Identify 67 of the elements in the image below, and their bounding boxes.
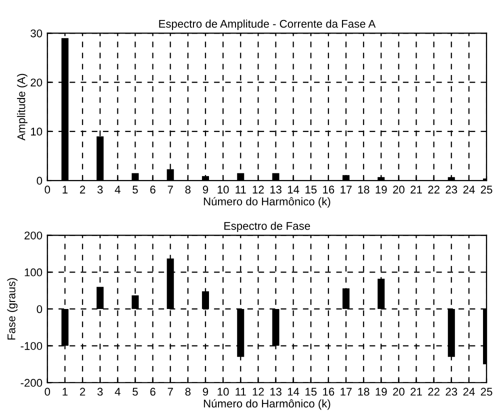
x-tick-label: 3 — [97, 388, 103, 396]
x-tick-label: 17 — [340, 388, 352, 396]
x-tick-label: 4 — [114, 186, 120, 194]
x-tick-label: 25 — [480, 186, 492, 194]
x-tick-label: 11 — [236, 388, 246, 396]
x-tick-label: 12 — [252, 388, 264, 396]
x-tick-label: 21 — [410, 186, 422, 194]
x-tick-label: 8 — [185, 388, 191, 396]
x-tick-label: 24 — [463, 186, 475, 194]
y-tick-label: -200 — [20, 378, 42, 387]
y-axis-title: Fase (graus) — [7, 278, 18, 340]
x-tick-label: 17 — [340, 186, 352, 194]
x-tick-label: 16 — [323, 388, 334, 396]
x-tick-label: 16 — [323, 186, 334, 194]
x-axis-title: Número do Harmônico (k) — [204, 399, 330, 410]
chart-title: Espectro de Amplitude - Corrente da Fase A — [159, 20, 376, 30]
x-tick-label: 7 — [168, 186, 173, 194]
x-tick-label: 4 — [114, 388, 120, 396]
x-tick-label: 6 — [150, 186, 156, 194]
x-tick-label: 6 — [150, 388, 156, 396]
x-tick-label: 22 — [428, 186, 440, 194]
x-tick-label: 19 — [376, 388, 387, 396]
x-tick-label: 13 — [270, 388, 282, 396]
x-tick-label: 1 — [62, 186, 68, 194]
chart-title: Espectro de Fase — [224, 222, 310, 232]
x-tick-label: 7 — [168, 388, 173, 396]
x-tick-label: 15 — [306, 388, 317, 396]
x-tick-label: 10 — [218, 388, 229, 396]
x-tick-label: 21 — [410, 388, 422, 396]
x-tick-label: 14 — [288, 388, 300, 396]
x-tick-label: 22 — [428, 388, 440, 396]
x-tick-label: 14 — [288, 186, 300, 194]
x-tick-label: 24 — [463, 388, 475, 396]
y-tick-label: 100 — [24, 268, 42, 276]
x-tick-label: 0 — [44, 186, 50, 194]
y-tick-label: -100 — [20, 342, 42, 350]
y-tick-label: 30 — [30, 29, 42, 38]
x-tick-label: 9 — [202, 186, 208, 194]
x-tick-label: 18 — [358, 186, 370, 194]
x-tick-label: 19 — [376, 186, 387, 194]
x-tick-label: 9 — [202, 388, 208, 396]
x-tick-label: 5 — [132, 388, 138, 396]
x-tick-label: 2 — [80, 186, 86, 194]
x-tick-label: 3 — [97, 186, 103, 194]
x-axis-title: Número do Harmônico (k) — [204, 197, 330, 208]
x-tick-label: 2 — [80, 388, 86, 396]
x-tick-label: 8 — [185, 186, 191, 194]
y-tick-label: 0 — [36, 305, 42, 314]
x-tick-label: 18 — [358, 388, 370, 396]
y-axis-title: Amplitude (A) — [17, 74, 28, 140]
x-tick-label: 12 — [252, 186, 264, 194]
x-tick-label: 23 — [446, 186, 458, 194]
y-tick-label: 10 — [31, 128, 42, 136]
x-tick-label: 0 — [44, 388, 50, 396]
x-tick-label: 13 — [270, 186, 282, 194]
x-tick-label: 5 — [132, 186, 138, 194]
x-tick-label: 25 — [480, 388, 492, 396]
x-tick-label: 10 — [218, 186, 229, 194]
x-tick-label: 20 — [393, 388, 404, 396]
x-tick-label: 15 — [306, 186, 317, 194]
x-tick-label: 23 — [446, 388, 458, 396]
x-tick-label: 11 — [236, 186, 246, 194]
x-tick-label: 1 — [62, 388, 68, 396]
y-tick-label: 200 — [24, 232, 42, 240]
x-tick-label: 20 — [393, 186, 404, 194]
y-tick-label: 0 — [36, 176, 42, 185]
y-tick-label: 20 — [30, 78, 42, 86]
